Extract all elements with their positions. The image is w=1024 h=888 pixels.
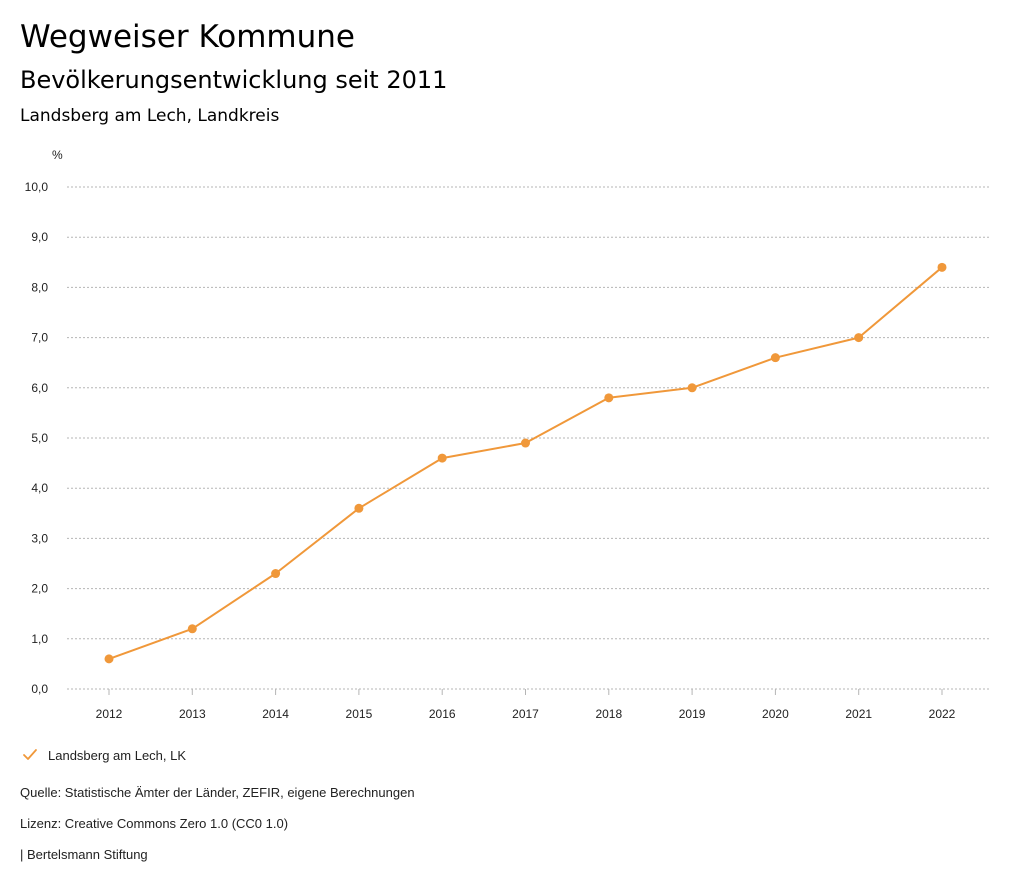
data-point[interactable] <box>437 453 447 463</box>
data-point[interactable] <box>187 624 197 634</box>
x-tick-label: 2019 <box>679 707 706 721</box>
x-tick-label: 2014 <box>262 707 289 721</box>
gridlines <box>67 186 990 690</box>
check-icon <box>23 749 37 760</box>
y-tick-label: 4,0 <box>31 481 48 495</box>
y-tick-label: 5,0 <box>31 431 48 445</box>
x-tick-label: 2012 <box>96 707 123 721</box>
data-point[interactable] <box>770 353 780 363</box>
y-tick-label: 6,0 <box>31 381 48 395</box>
series-landsberg <box>104 262 947 664</box>
x-tick-label: 2020 <box>762 707 789 721</box>
chart-subtitle: Bevölkerungsentwicklung seit 2011 <box>20 66 448 94</box>
series-line <box>108 266 943 660</box>
y-tick-label: 8,0 <box>31 280 48 294</box>
x-tick-label: 2016 <box>429 707 456 721</box>
data-point[interactable] <box>104 654 114 664</box>
x-tick-label: 2015 <box>346 707 373 721</box>
y-axis-unit-label: % <box>52 148 63 162</box>
x-tick-label: 2021 <box>845 707 872 721</box>
y-tick-label: 2,0 <box>31 582 48 596</box>
page-title: Wegweiser Kommune <box>20 19 355 55</box>
data-point[interactable] <box>354 503 364 513</box>
y-tick-label: 9,0 <box>31 230 48 244</box>
region-name: Landsberg am Lech, Landkreis <box>20 106 280 126</box>
license-note: Lizenz: Creative Commons Zero 1.0 (CC0 1… <box>20 816 289 831</box>
y-tick-label: 10,0 <box>25 180 49 194</box>
data-point[interactable] <box>521 438 530 448</box>
x-tick-label: 2018 <box>595 707 622 721</box>
data-point[interactable] <box>937 262 947 272</box>
y-tick-label: 7,0 <box>31 331 48 345</box>
data-point[interactable] <box>854 333 864 343</box>
y-tick-label: 1,0 <box>31 632 48 646</box>
x-axis-ticks: 2012 2013 2014 2015 2016 2017 2018 2019 2020 2021… <box>96 689 956 721</box>
publisher-note: | Bertelsmann Stiftung <box>20 847 148 862</box>
y-axis-ticks: 0,0 1,0 2,0 3,0 4,0 5,0 6,0 7,0 8,0 9,0 10,0 <box>25 180 49 696</box>
data-point[interactable] <box>604 393 614 403</box>
y-tick-label: 3,0 <box>31 531 48 545</box>
x-tick-label: 2013 <box>179 707 206 721</box>
line-chart: 0,01,02,03,04,05,06,07,08,09,010,0 2012 2… <box>25 148 990 721</box>
data-point[interactable] <box>687 383 697 393</box>
x-tick-label: 2022 <box>929 707 956 721</box>
y-tick-label: 0,0 <box>31 682 48 696</box>
x-tick-label: 2017 <box>512 707 539 721</box>
legend-label: Landsberg am Lech, LK <box>48 747 187 763</box>
legend-item[interactable]: Landsberg am Lech, LK <box>22 745 186 765</box>
source-note: Quelle: Statistische Ämter der Länder, Z… <box>20 785 415 800</box>
data-point[interactable] <box>271 569 281 579</box>
